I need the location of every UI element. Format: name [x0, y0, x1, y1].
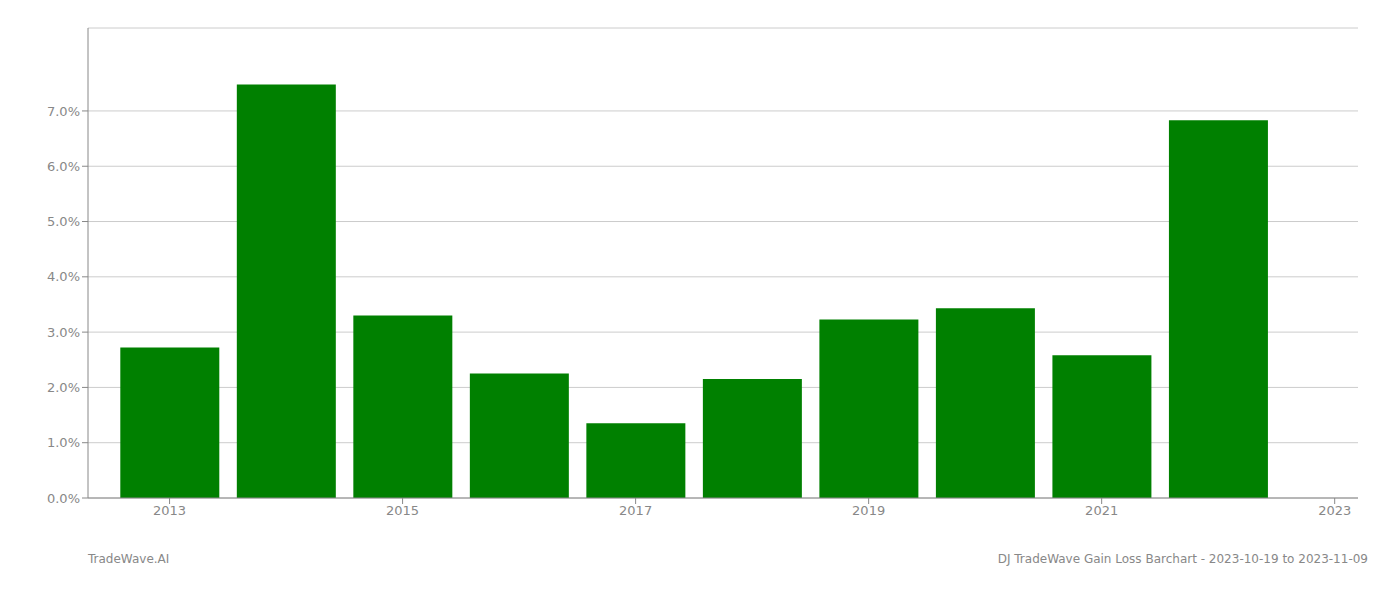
svg-text:2.0%: 2.0% [47, 380, 80, 395]
html-text:TradeWave.AI: TradeWave.AI [88, 552, 170, 566]
html-text:DJ TradeWave Gain Loss Barchar: DJ TradeWave Gain Loss Barchart - 2023-1… [997, 552, 1368, 566]
svg-text:0.0%: 0.0% [47, 491, 80, 506]
svg-text:1.0%: 1.0% [47, 435, 80, 450]
svg-text:2023: 2023 [1318, 503, 1351, 518]
svg-text:2013: 2013 [153, 503, 186, 518]
svg-text:2021: 2021 [1085, 503, 1118, 518]
svg-text:6.0%: 6.0% [47, 159, 80, 174]
svg-text:7.0%: 7.0% [47, 104, 80, 119]
svg-text:2015: 2015 [386, 503, 419, 518]
svg-text:3.0%: 3.0% [47, 325, 80, 340]
svg-text:2017: 2017 [619, 503, 652, 518]
svg-text:5.0%: 5.0% [47, 214, 80, 229]
svg-text:4.0%: 4.0% [47, 269, 80, 284]
svg-text:2019: 2019 [852, 503, 885, 518]
